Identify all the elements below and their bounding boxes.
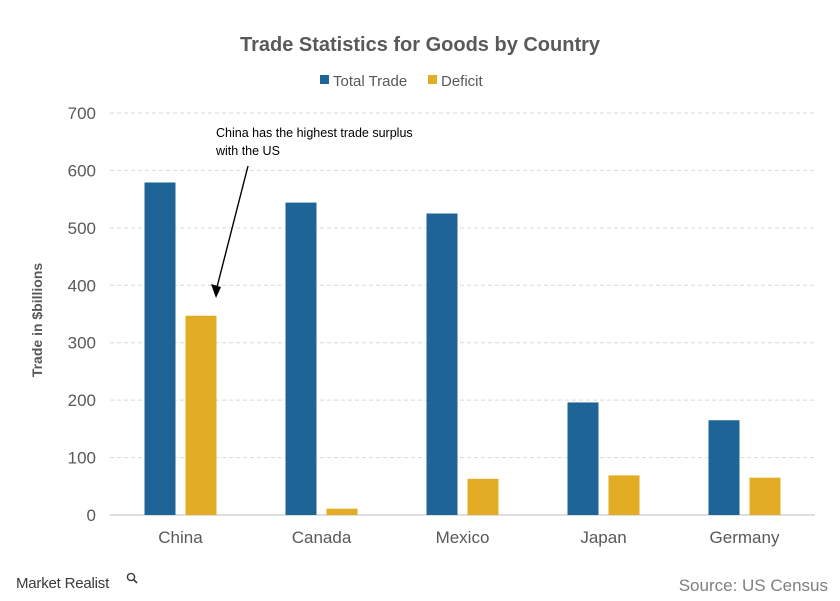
magnifier-icon	[126, 572, 138, 584]
legend-label-deficit: Deficit	[441, 73, 484, 90]
footer: Market Realist Source: US Census	[16, 572, 828, 595]
bar-japan-total-trade	[567, 402, 599, 515]
annotation-line-1: China has the highest trade surplus	[216, 126, 413, 140]
legend: Total Trade Deficit	[320, 73, 484, 90]
y-tick-label: 300	[68, 334, 96, 353]
legend-label-total-trade: Total Trade	[333, 73, 407, 90]
bars	[144, 182, 781, 516]
x-axis-ticks: China Canada Mexico Japan Germany	[158, 528, 780, 547]
annotation-arrowhead	[211, 284, 221, 298]
y-tick-label: 100	[68, 449, 96, 468]
y-tick-label: 200	[68, 391, 96, 410]
chart-title: Trade Statistics for Goods by Country	[240, 34, 601, 56]
x-tick-label: Germany	[710, 528, 780, 547]
x-tick-label: Japan	[580, 528, 626, 547]
y-axis-label: Trade in $billions	[29, 263, 45, 378]
x-tick-label: China	[158, 528, 203, 547]
bar-china-deficit	[185, 315, 217, 515]
gridlines	[110, 112, 815, 516]
x-tick-label: Mexico	[436, 528, 490, 547]
brand-logo-text: Market Realist	[16, 575, 110, 592]
y-tick-label: 700	[68, 104, 96, 123]
y-tick-label: 600	[68, 161, 96, 180]
annotation-arrow-line	[215, 165, 249, 292]
bar-japan-deficit	[608, 475, 640, 515]
bar-mexico-deficit	[467, 478, 499, 515]
legend-swatch-total-trade	[320, 75, 329, 84]
bar-china-total-trade	[144, 182, 176, 515]
source-note: Source: US Census	[679, 576, 828, 595]
y-tick-label: 400	[68, 276, 96, 295]
y-axis-ticks: 0 100 200 300 400 500 600 700	[68, 104, 96, 525]
y-tick-label: 0	[87, 506, 96, 525]
bar-canada-total-trade	[285, 202, 317, 516]
annotation-line-2: with the US	[215, 144, 280, 158]
bar-canada-deficit	[326, 508, 358, 515]
legend-swatch-deficit	[428, 75, 437, 84]
x-tick-label: Canada	[292, 528, 352, 547]
bar-germany-total-trade	[708, 420, 740, 515]
bar-mexico-total-trade	[426, 213, 458, 515]
bar-germany-deficit	[749, 477, 781, 515]
y-tick-label: 500	[68, 219, 96, 238]
annotation: China has the highest trade surplus with…	[211, 126, 413, 298]
